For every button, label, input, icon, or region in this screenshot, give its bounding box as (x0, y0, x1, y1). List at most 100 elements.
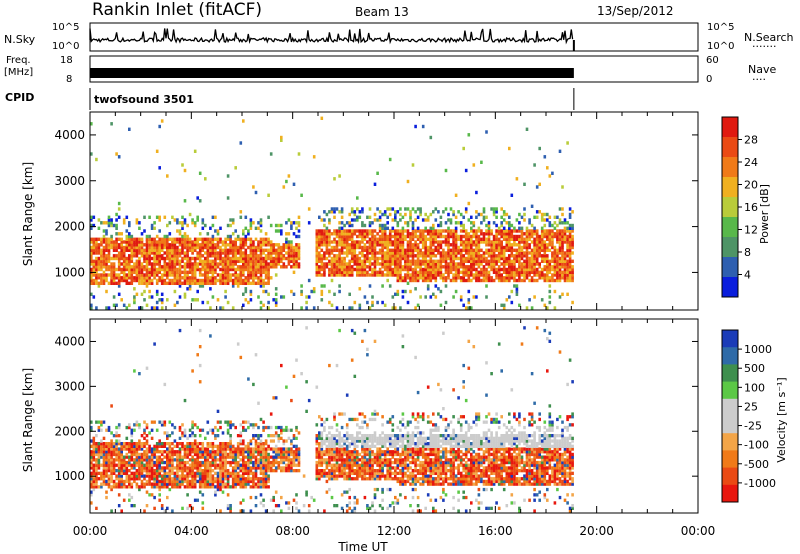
data-cell (150, 428, 154, 432)
data-cell (176, 450, 179, 454)
data-cell (145, 254, 149, 258)
data-cell (125, 267, 129, 272)
data-cell (406, 245, 410, 250)
data-cell (558, 259, 562, 263)
data-cell (459, 278, 463, 283)
data-cell (490, 245, 493, 250)
data-cell (477, 276, 481, 280)
data-cell (297, 469, 301, 473)
data-cell (459, 234, 463, 239)
data-cell (533, 273, 536, 277)
data-cell (231, 281, 235, 285)
data-cell (548, 223, 552, 228)
data-cell (497, 254, 501, 258)
data-cell (254, 254, 258, 258)
data-cell (315, 447, 319, 451)
data-cell (229, 240, 232, 244)
data-cell (297, 452, 301, 457)
data-cell (120, 298, 123, 302)
data-cell (130, 452, 134, 457)
data-cell (259, 221, 263, 225)
data-cell (219, 240, 222, 244)
data-cell (242, 509, 245, 513)
data-cell (439, 243, 443, 247)
data-cell (416, 245, 420, 250)
data-cell (204, 276, 207, 280)
data-cell (176, 276, 179, 280)
data-cell (176, 259, 179, 263)
data-cell (267, 256, 270, 261)
data-cell (475, 259, 478, 263)
data-cell (528, 218, 531, 222)
data-cell (480, 248, 483, 252)
data-cell (176, 452, 179, 457)
power-data (90, 116, 574, 310)
data-cell (166, 447, 169, 451)
data-cell (229, 452, 232, 457)
data-cell (214, 493, 217, 497)
data-cell (130, 270, 134, 274)
data-cell (345, 221, 349, 225)
data-cell (525, 267, 529, 272)
data-cell (566, 254, 569, 258)
data-cell (328, 210, 331, 214)
data-cell (528, 265, 531, 269)
data-cell (292, 463, 296, 467)
data-cell (221, 479, 225, 484)
data-cell (226, 267, 230, 272)
data-cell (274, 256, 278, 261)
data-cell (242, 485, 245, 489)
data-cell (236, 471, 240, 475)
data-cell (335, 259, 339, 263)
data-cell (254, 273, 258, 277)
data-cell (434, 273, 438, 277)
data-cell (257, 482, 260, 486)
data-cell (320, 256, 324, 261)
data-cell (378, 267, 382, 272)
data-cell (168, 450, 172, 454)
data-cell (166, 234, 169, 239)
data-cell (315, 434, 319, 438)
data-cell (325, 237, 329, 241)
data-cell (394, 218, 397, 222)
data-cell (280, 450, 283, 454)
data-cell (153, 259, 156, 263)
data-cell (221, 431, 225, 435)
data-cell (145, 463, 149, 467)
data-cell (371, 221, 374, 225)
data-cell (568, 273, 572, 277)
data-cell (229, 474, 232, 478)
data-cell (226, 174, 230, 178)
data-cell (193, 458, 197, 462)
data-cell (117, 251, 121, 255)
data-cell (234, 447, 237, 451)
data-cell (533, 295, 536, 299)
data-cell (416, 215, 420, 219)
data-cell (163, 237, 167, 241)
data-cell (429, 267, 433, 272)
data-cell (209, 455, 212, 459)
data-cell (155, 243, 159, 247)
data-cell (502, 226, 506, 230)
data-cell (470, 229, 473, 233)
data-cell (533, 248, 536, 252)
data-cell (254, 237, 258, 241)
data-cell (138, 237, 141, 241)
data-cell (150, 455, 154, 459)
data-cell (462, 223, 465, 228)
data-cell (318, 477, 321, 481)
data-cell (561, 254, 564, 258)
data-cell (530, 259, 534, 263)
data-cell (338, 259, 341, 263)
data-cell (211, 485, 215, 489)
data-cell (138, 221, 141, 225)
data-cell (568, 254, 572, 258)
data-cell (117, 439, 121, 443)
data-cell (143, 267, 146, 272)
data-cell (97, 450, 101, 454)
data-cell (112, 254, 116, 258)
data-cell (437, 210, 440, 214)
data-cell (110, 439, 113, 443)
data-cell (155, 444, 159, 448)
data-cell (287, 259, 291, 263)
